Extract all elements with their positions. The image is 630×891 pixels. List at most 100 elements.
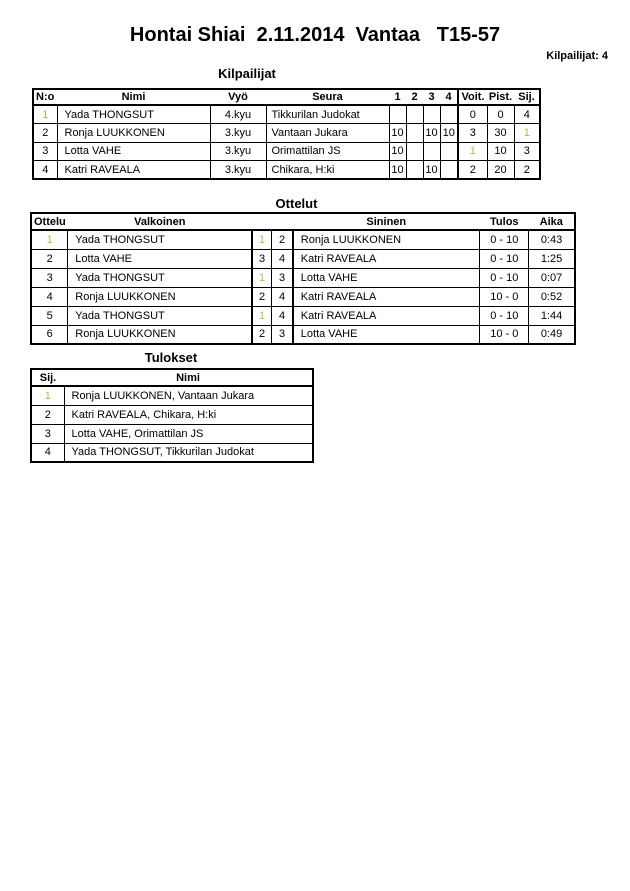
result-row: 4 Yada THONGSUT, Tikkurilan Judokat [30, 442, 314, 463]
header-white-no [251, 212, 272, 231]
score-cell [439, 141, 459, 161]
blue-name: Katri RAVEALA [292, 286, 481, 307]
header-place: Sij. [31, 368, 64, 387]
score-cell [388, 104, 407, 124]
competitor-club: Vantaan Jukara [265, 123, 390, 143]
place-cell: 1 [513, 123, 541, 143]
header-points: Pist. [487, 88, 514, 106]
time-cell: 1:44 [528, 305, 576, 326]
header-opp1: 1 [389, 88, 406, 106]
score-cell: 10 - 0 [479, 286, 530, 307]
competitor-number: 4 [32, 160, 58, 180]
score-cell: 0 - 10 [479, 305, 530, 326]
blue-name: Ronja LUUKKONEN [292, 229, 481, 250]
match-number: 2 [30, 248, 69, 269]
results-table-caption: Tulokset [144, 350, 198, 365]
competitor-belt: 3.kyu [209, 160, 267, 180]
white-number: 1 [250, 229, 273, 250]
wins-cell: 3 [457, 123, 488, 143]
score-cell: 10 [388, 141, 407, 161]
score-cell: 10 [439, 123, 459, 143]
points-cell: 0 [486, 104, 515, 124]
points-cell: 20 [486, 160, 515, 180]
competitor-row: 1 Yada THONGSUT 4.kyu Tikkurilan Judokat… [32, 104, 541, 124]
match-number: 4 [30, 286, 69, 307]
white-name: Lotta VAHE [67, 248, 253, 269]
match-number: 3 [30, 267, 69, 288]
competitors-table: N:o Nimi Vyö Seura 1 2 3 4 Voit. Pist. S… [32, 88, 541, 180]
blue-number: 4 [271, 248, 294, 269]
competitor-belt: 4.kyu [209, 104, 267, 124]
white-number: 1 [250, 305, 273, 326]
time-cell: 1:25 [528, 248, 576, 269]
score-cell: 10 - 0 [479, 324, 530, 345]
white-name: Yada THONGSUT [67, 267, 253, 288]
results-table: Sij. Nimi 1 Ronja LUUKKONEN, Vantaan Juk… [30, 368, 314, 463]
score-cell [439, 104, 459, 124]
competitor-belt: 3.kyu [209, 141, 267, 161]
competitor-club: Chikara, H:ki [265, 160, 390, 180]
competitor-name: Katri RAVEALA [56, 160, 211, 180]
wins-cell: 0 [457, 104, 488, 124]
place-cell: 3 [513, 141, 541, 161]
score-cell: 0 - 10 [479, 229, 530, 250]
competitor-number: 1 [32, 104, 58, 124]
result-name: Ronja LUUKKONEN, Vantaan Jukara [63, 385, 314, 406]
white-number: 3 [250, 248, 273, 269]
match-row: 4 Ronja LUUKKONEN 2 4 Katri RAVEALA 10 -… [30, 286, 576, 307]
competitors-count-label: Kilpailijat: 4 [546, 50, 608, 62]
match-number: 5 [30, 305, 69, 326]
header-belt: Vyö [210, 88, 266, 106]
result-name: Yada THONGSUT, Tikkurilan Judokat [63, 442, 314, 463]
score-cell [405, 141, 424, 161]
white-number: 2 [250, 324, 273, 345]
points-cell: 30 [486, 123, 515, 143]
score-cell [405, 104, 424, 124]
header-white: Valkoinen [67, 212, 252, 231]
header-time: Aika [528, 212, 575, 231]
competitor-number: 2 [32, 123, 58, 143]
results-header-row: Sij. Nimi [31, 368, 313, 387]
white-number: 2 [250, 286, 273, 307]
time-cell: 0:43 [528, 229, 576, 250]
time-cell: 0:07 [528, 267, 576, 288]
match-row: 5 Yada THONGSUT 1 4 Katri RAVEALA 0 - 10… [30, 305, 576, 326]
score-cell: 0 - 10 [479, 267, 530, 288]
header-place: Sij. [514, 88, 540, 106]
header-opp3: 3 [423, 88, 440, 106]
match-number: 6 [30, 324, 69, 345]
white-name: Yada THONGSUT [67, 229, 253, 250]
white-name: Yada THONGSUT [67, 305, 253, 326]
result-place: 4 [30, 442, 65, 463]
score-cell: 10 [388, 123, 407, 143]
wins-cell: 2 [457, 160, 488, 180]
competitor-row: 4 Katri RAVEALA 3.kyu Chikara, H:ki 10 1… [32, 160, 541, 180]
result-place: 3 [30, 423, 65, 444]
matches-table: Ottelu Valkoinen Sininen Tulos Aika 1 Ya… [30, 212, 576, 345]
competitor-club: Tikkurilan Judokat [265, 104, 390, 124]
points-cell: 10 [486, 141, 515, 161]
result-row: 2 Katri RAVEALA, Chikara, H:ki [30, 404, 314, 425]
competitor-number: 3 [32, 141, 58, 161]
competitor-name: Ronja LUUKKONEN [56, 123, 211, 143]
score-cell: 10 [422, 123, 441, 143]
competitor-row: 2 Ronja LUUKKONEN 3.kyu Vantaan Jukara 1… [32, 123, 541, 143]
score-cell [405, 160, 424, 180]
match-row: 2 Lotta VAHE 3 4 Katri RAVEALA 0 - 10 1:… [30, 248, 576, 269]
header-no: N:o [33, 88, 57, 106]
white-name: Ronja LUUKKONEN [67, 324, 253, 345]
header-score: Tulos [479, 212, 529, 231]
blue-name: Lotta VAHE [292, 267, 481, 288]
result-place: 2 [30, 404, 65, 425]
blue-number: 4 [271, 305, 294, 326]
header-name: Nimi [57, 88, 210, 106]
time-cell: 0:52 [528, 286, 576, 307]
header-opp4: 4 [440, 88, 458, 106]
competitors-table-caption: Kilpailijat [218, 66, 276, 81]
blue-name: Katri RAVEALA [292, 248, 481, 269]
match-row: 3 Yada THONGSUT 1 3 Lotta VAHE 0 - 10 0:… [30, 267, 576, 288]
white-name: Ronja LUUKKONEN [67, 286, 253, 307]
wins-cell: 1 [457, 141, 488, 161]
competitor-name: Lotta VAHE [56, 141, 211, 161]
blue-number: 3 [271, 324, 294, 345]
